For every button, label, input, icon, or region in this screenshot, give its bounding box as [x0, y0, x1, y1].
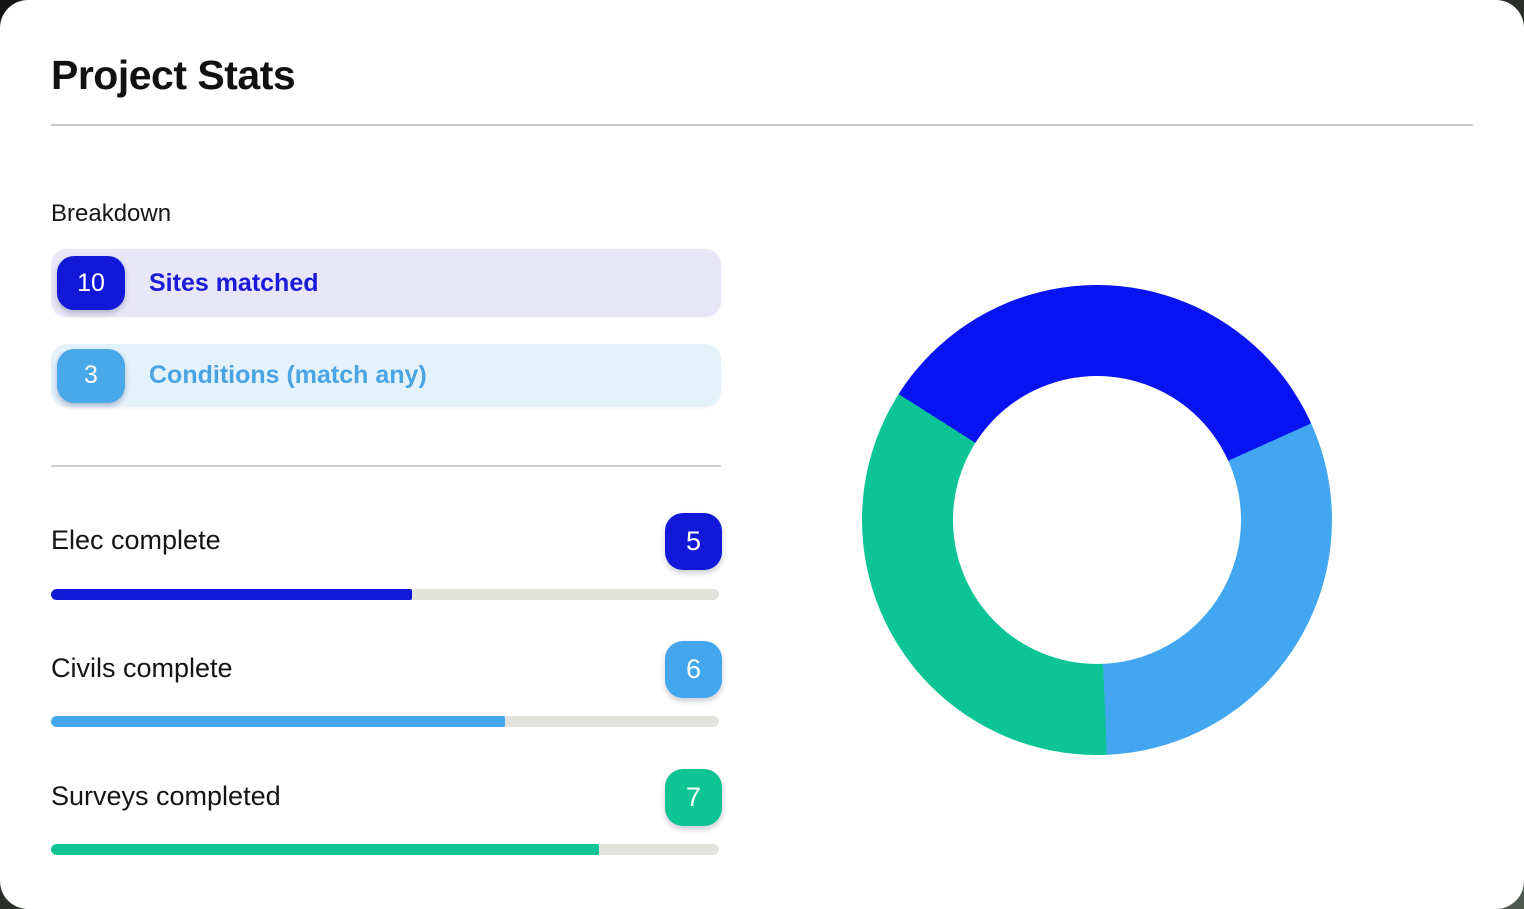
- breakdown-row-sites-matched[interactable]: 10 Sites matched: [51, 249, 721, 317]
- page-title: Project Stats: [51, 52, 296, 98]
- progress-track-surveys: [51, 844, 719, 855]
- header-divider: [51, 124, 1473, 126]
- progress-track-civils: [51, 716, 719, 727]
- metric-label-civils: Civils complete: [51, 653, 233, 683]
- count-badge: 3: [57, 348, 125, 403]
- progress-fill-surveys: [51, 844, 599, 855]
- donut-hole: [953, 376, 1241, 664]
- donut-chart: [862, 285, 1332, 755]
- breakdown-row-conditions[interactable]: 3 Conditions (match any): [51, 344, 721, 407]
- progress-track-elec: [51, 589, 719, 600]
- progress-fill-civils: [51, 716, 506, 727]
- count-badge: 10: [57, 256, 125, 310]
- metric-value-badge-civils: 6: [665, 641, 722, 698]
- breakdown-row-label: Conditions (match any): [149, 361, 427, 389]
- metric-label-surveys: Surveys completed: [51, 781, 281, 811]
- metric-value-badge-elec: 5: [665, 513, 722, 570]
- metric-label-elec: Elec complete: [51, 525, 221, 555]
- progress-fill-elec: [51, 589, 412, 600]
- breakdown-heading: Breakdown: [51, 200, 172, 227]
- section-divider: [51, 465, 721, 467]
- metric-value-badge-surveys: 7: [665, 769, 722, 826]
- breakdown-row-label: Sites matched: [149, 268, 319, 297]
